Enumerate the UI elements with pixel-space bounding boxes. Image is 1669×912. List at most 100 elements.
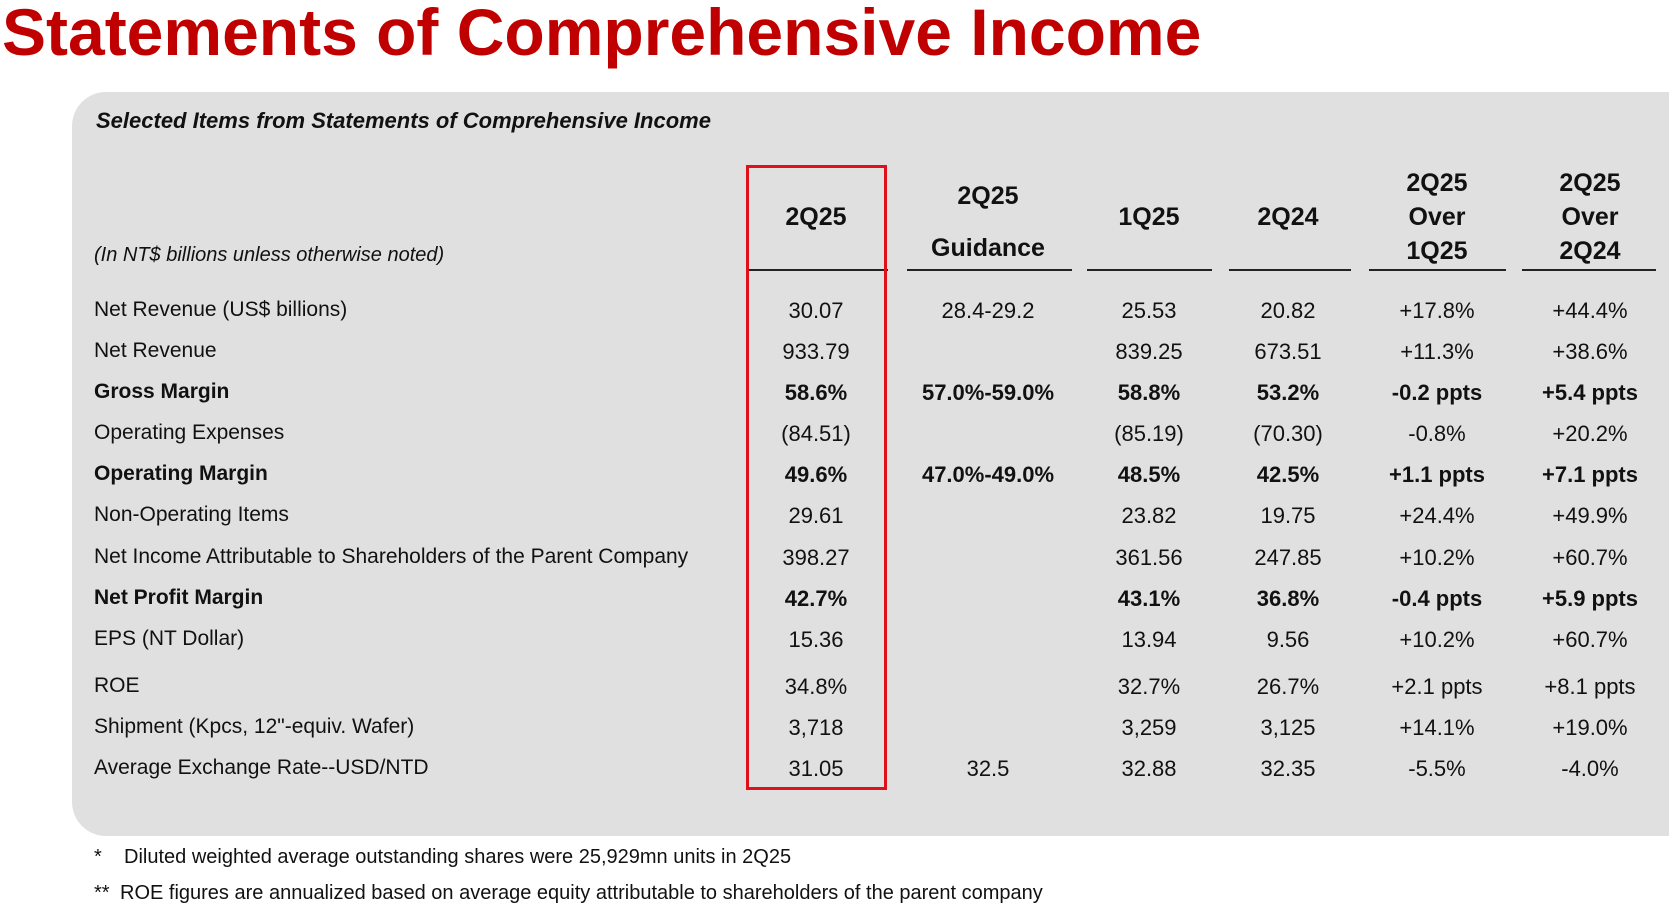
column-header-rule-3 (1087, 269, 1212, 271)
column-header-1: 2Q25 (736, 200, 896, 234)
column-header-3: 1Q25 (1069, 200, 1229, 234)
table-cell: 57.0%-59.0% (921, 380, 1055, 405)
table-cell: 49.6% (784, 462, 848, 487)
column-header-5: 2Q25 Over 1Q25 (1357, 166, 1517, 268)
table-cell: 25.53 (1121, 298, 1177, 323)
column-header-rule-6 (1522, 269, 1656, 271)
table-cell: 31.05 (788, 756, 844, 781)
table-cell: 29.61 (788, 503, 844, 528)
table-cell: (84.51) (781, 421, 851, 446)
table-cell: 47.0%-49.0% (921, 462, 1055, 487)
row-label: ROE (94, 674, 140, 697)
column-header-2-line-2: Guidance (931, 234, 1045, 262)
table-cell: 13.94 (1121, 627, 1177, 652)
table-cell: +10.2% (1399, 545, 1475, 570)
table-cell: +2.1 ppts (1391, 674, 1483, 699)
table-cell: (85.19) (1114, 421, 1184, 446)
table-cell: +5.4 ppts (1542, 380, 1638, 405)
table-cell: 9.56 (1266, 627, 1310, 652)
table-cell: 42.7% (784, 586, 848, 611)
row-label: Average Exchange Rate--USD/NTD (94, 756, 429, 779)
table-cell: +19.0% (1552, 715, 1628, 740)
row-label: Non-Operating Items (94, 503, 289, 526)
column-header-3-line-1: 1Q25 (1118, 203, 1180, 231)
table-cell: 247.85 (1254, 545, 1322, 570)
column-header-6-line-3: 2Q24 (1559, 237, 1621, 265)
table-cell: +11.3% (1400, 339, 1474, 364)
table-cell: 23.82 (1121, 503, 1177, 528)
table-cell: 28.4-29.2 (941, 298, 1035, 323)
footnote-2: ** ROE figures are annualized based on av… (94, 882, 1043, 905)
column-header-rule-2 (907, 269, 1072, 271)
column-header-2-line-1: 2Q25 (957, 182, 1019, 210)
footnote-2-mark: ** (94, 882, 110, 904)
column-header-5-line-1: 2Q25 (1406, 169, 1468, 197)
table-cell: 3,125 (1260, 715, 1316, 740)
column-header-4-line-1: 2Q24 (1257, 203, 1319, 231)
table-cell: +60.7% (1552, 627, 1628, 652)
table-cell: +24.4% (1399, 503, 1475, 528)
table-cell: 19.75 (1260, 503, 1316, 528)
table-cell: -5.5% (1408, 756, 1466, 781)
column-header-1-line-1: 2Q25 (785, 203, 847, 231)
column-header-4: 2Q24 (1208, 200, 1368, 234)
table-cell: 32.88 (1121, 756, 1177, 781)
table-cell: +44.4% (1552, 298, 1628, 323)
table-cell: 361.56 (1115, 545, 1183, 570)
table-cell: 32.35 (1260, 756, 1316, 781)
table-cell: 3,259 (1121, 715, 1177, 740)
row-label: Net Revenue (US$ billions) (94, 298, 348, 321)
footnote-1: * Diluted weighted average outstanding sh… (94, 846, 791, 869)
table-cell: +20.2% (1552, 421, 1628, 446)
table-cell: 32.7% (1117, 674, 1181, 699)
table-cell: +7.1 ppts (1542, 462, 1638, 487)
row-label: Operating Expenses (94, 421, 285, 444)
column-header-6: 2Q25 Over 2Q24 (1510, 166, 1669, 268)
footnote-1-text: Diluted weighted average outstanding sha… (124, 846, 792, 868)
row-label: EPS (NT Dollar) (94, 627, 245, 650)
row-label: Net Profit Margin (94, 586, 264, 609)
row-label: Operating Margin (94, 462, 268, 485)
table-cell: +8.1 ppts (1544, 674, 1636, 699)
table-cell: 26.7% (1256, 674, 1320, 699)
footnote-1-mark: * (94, 846, 102, 868)
table-cell: 933.79 (782, 339, 850, 364)
table-cell: 673.51 (1254, 339, 1322, 364)
table-cell: -0.4 ppts (1391, 586, 1483, 611)
column-header-6-line-2: Over (1561, 203, 1619, 231)
table-cell: 20.82 (1260, 298, 1316, 323)
current-quarter-highlight (746, 165, 887, 790)
table-panel (72, 92, 1669, 836)
table-cell: 53.2% (1256, 380, 1320, 405)
table-cell: 839.25 (1115, 339, 1183, 364)
column-header-5-line-2: Over (1408, 203, 1466, 231)
table-cell: +1.1 ppts (1389, 462, 1485, 487)
table-cell: +17.8% (1399, 298, 1475, 323)
column-header-rule-5 (1369, 269, 1506, 271)
column-header-2: 2Q25 Guidance (908, 170, 1068, 274)
row-label: Shipment (Kpcs, 12"-equiv. Wafer) (94, 715, 415, 738)
table-cell: 3,718 (788, 715, 844, 740)
table-cell: -0.2 ppts (1391, 380, 1483, 405)
table-cell: +49.9% (1552, 503, 1628, 528)
unit-note: (In NT$ billions unless otherwise noted) (94, 244, 445, 266)
column-header-5-line-3: 1Q25 (1406, 237, 1468, 265)
table-cell: +60.7% (1552, 545, 1628, 570)
table-cell: 36.8% (1256, 586, 1320, 611)
table-cell: 398.27 (782, 545, 850, 570)
row-label: Gross Margin (94, 380, 230, 403)
table-cell: +14.1% (1399, 715, 1475, 740)
table-cell: 58.8% (1117, 380, 1181, 405)
table-cell: -4.0% (1561, 756, 1619, 781)
table-cell: 34.8% (784, 674, 848, 699)
row-label: Net Income Attributable to Shareholders … (94, 545, 689, 568)
table-cell: 43.1% (1117, 586, 1181, 611)
table-cell: +10.2% (1399, 627, 1475, 652)
footnote-2-text: ROE figures are annualized based on aver… (120, 882, 1043, 904)
table-cell: 58.6% (784, 380, 848, 405)
table-cell: +38.6% (1552, 339, 1628, 364)
table-cell: 42.5% (1256, 462, 1320, 487)
table-cell: 32.5 (966, 756, 1010, 781)
page-title: Statements of Comprehensive Income (2, 0, 1202, 69)
column-header-6-line-1: 2Q25 (1559, 169, 1621, 197)
